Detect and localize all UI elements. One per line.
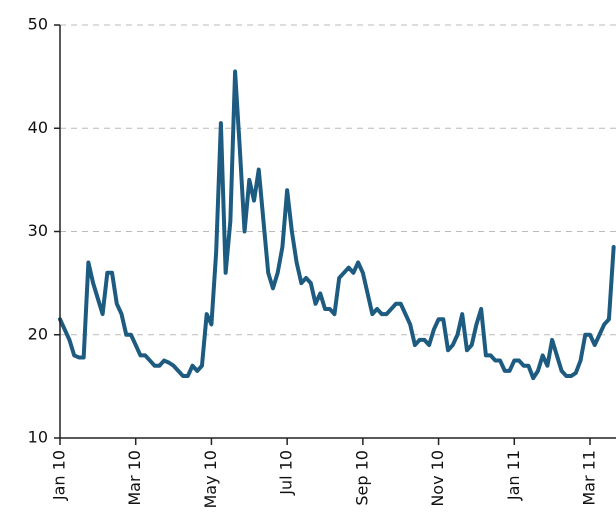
x-tick-label: Mar 10 (125, 450, 144, 506)
y-tick-label: 50 (28, 15, 48, 34)
y-tick-label: 40 (28, 118, 48, 137)
x-tick-label: Nov 10 (428, 450, 447, 507)
axes: 10 20 30 40 50 Jan 10 Mar 10 May 10 Jul 10 Sep 10… (28, 15, 616, 509)
x-tick-label: Mar 11 (580, 450, 599, 506)
y-tick-label: 20 (28, 324, 48, 343)
x-tick-label: May 10 (201, 450, 220, 509)
plot (58, 69, 616, 381)
y-tick-label: 30 (28, 221, 48, 240)
x-tick-label: Jul 10 (277, 450, 296, 496)
x-tick-label: Jan 11 (504, 450, 523, 501)
x-tick-label: Jan 10 (50, 450, 69, 501)
line (58, 69, 616, 381)
x-tick-label: Sep 10 (352, 450, 371, 506)
y-tick-label: 10 (28, 428, 48, 447)
